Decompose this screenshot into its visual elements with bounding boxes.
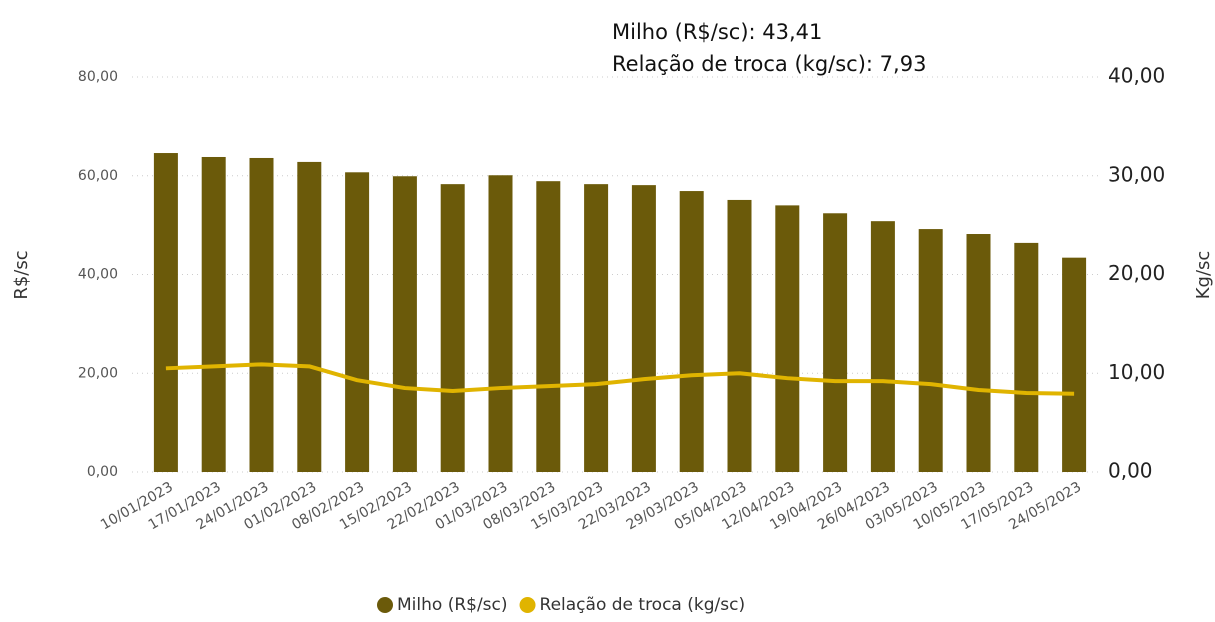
bar bbox=[488, 175, 513, 472]
y2-tick-label: 40,00 bbox=[1108, 64, 1165, 88]
bar bbox=[870, 221, 895, 472]
y2-axis-title: Kg/sc bbox=[1193, 251, 1214, 300]
bar bbox=[823, 213, 848, 472]
y2-tick-label: 30,00 bbox=[1108, 162, 1165, 186]
bar bbox=[536, 181, 561, 472]
bar bbox=[727, 199, 752, 472]
legend-marker bbox=[377, 597, 393, 613]
bar bbox=[440, 184, 465, 473]
legend-label: Relação de troca (kg/sc) bbox=[540, 595, 746, 615]
bar bbox=[1014, 242, 1039, 472]
annotation: Milho (R$/sc): 43,41 bbox=[612, 20, 822, 44]
bar bbox=[775, 205, 800, 472]
y2-tick-label: 20,00 bbox=[1108, 261, 1165, 285]
y2-tick-label: 10,00 bbox=[1108, 360, 1165, 384]
y-tick-label: 0,00 bbox=[87, 464, 118, 480]
legend-marker bbox=[519, 597, 536, 613]
y-tick-label: 60,00 bbox=[78, 168, 118, 184]
y-axis-title: R$/sc bbox=[11, 250, 32, 299]
y-tick-label: 20,00 bbox=[78, 365, 118, 381]
bar bbox=[584, 184, 609, 473]
bar bbox=[297, 161, 322, 473]
bar bbox=[345, 172, 370, 472]
y-tick-label: 40,00 bbox=[78, 267, 118, 283]
legend-label: Milho (R$/sc) bbox=[397, 595, 508, 615]
y-tick-label: 80,00 bbox=[78, 69, 118, 85]
bar bbox=[1062, 257, 1087, 472]
bar bbox=[631, 185, 656, 472]
bar bbox=[153, 153, 178, 472]
line bbox=[165, 362, 1075, 396]
bar bbox=[249, 157, 274, 472]
bar bbox=[201, 156, 226, 473]
bar bbox=[679, 191, 704, 472]
bar bbox=[966, 234, 991, 472]
bar bbox=[392, 176, 417, 472]
bar bbox=[918, 229, 943, 472]
y2-tick-label: 0,00 bbox=[1108, 459, 1153, 483]
annotation: Relação de troca (kg/sc): 7,93 bbox=[612, 52, 926, 76]
